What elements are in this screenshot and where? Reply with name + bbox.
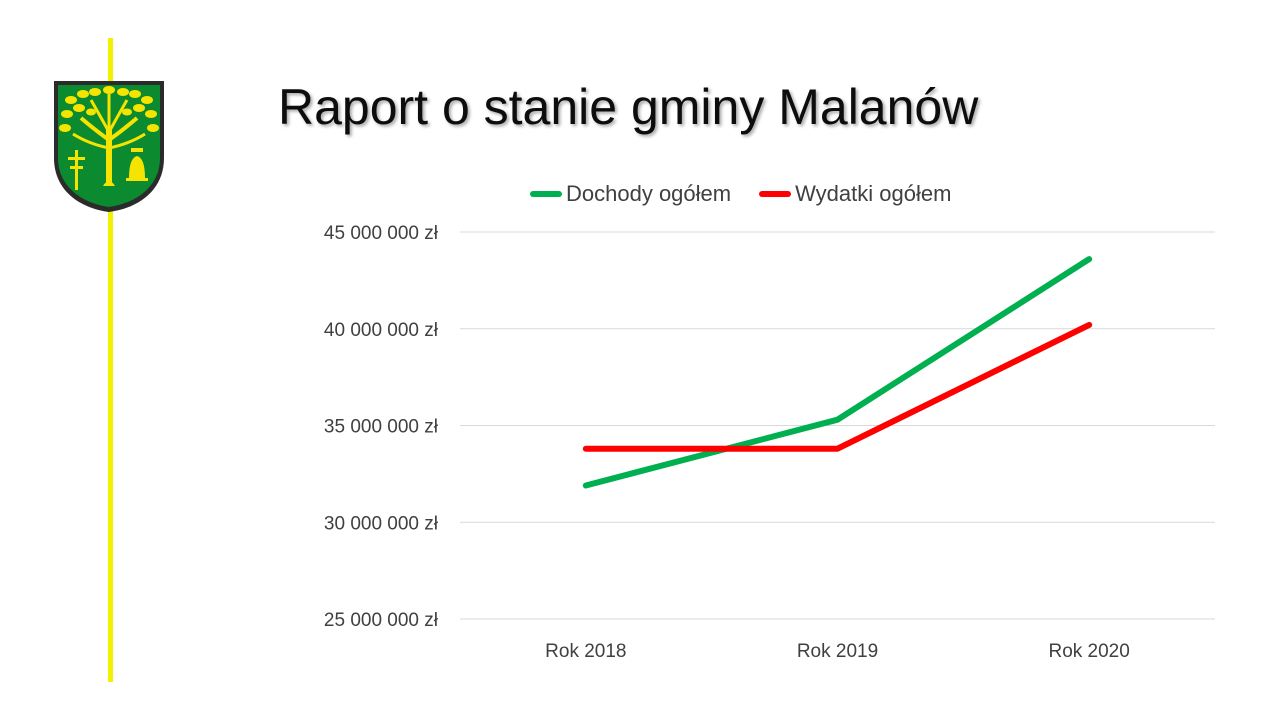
x-tick-label: Rok 2019 [797,641,878,662]
legend-item-wydatki: Wydatki ogółem [759,181,951,207]
y-tick-label: 30 000 000 zł [324,513,439,534]
legend-swatch-dochody [530,191,562,197]
legend-label-wydatki: Wydatki ogółem [795,181,952,206]
y-tick-label: 45 000 000 zł [324,223,439,244]
legend-swatch-wydatki [759,191,792,197]
coat-of-arms-icon [54,81,164,212]
y-tick-label: 40 000 000 zł [324,320,439,341]
x-tick-label: Rok 2020 [1048,641,1129,662]
legend-label-dochody: Dochody ogółem [566,181,732,206]
series-line-dochody [582,256,1093,489]
page-title: Raport o stanie gminy Malanów [278,79,979,135]
legend-item-dochody: Dochody ogółem [530,181,731,207]
series-line-wydatki [582,321,1093,452]
y-tick-label: 35 000 000 zł [324,417,439,438]
x-tick-label: Rok 2018 [545,641,626,662]
chart-legend: Dochody ogółem Wydatki ogółem [530,180,951,208]
y-tick-label: 25 000 000 zł [324,610,439,631]
yellow-accent-bar [108,38,113,682]
